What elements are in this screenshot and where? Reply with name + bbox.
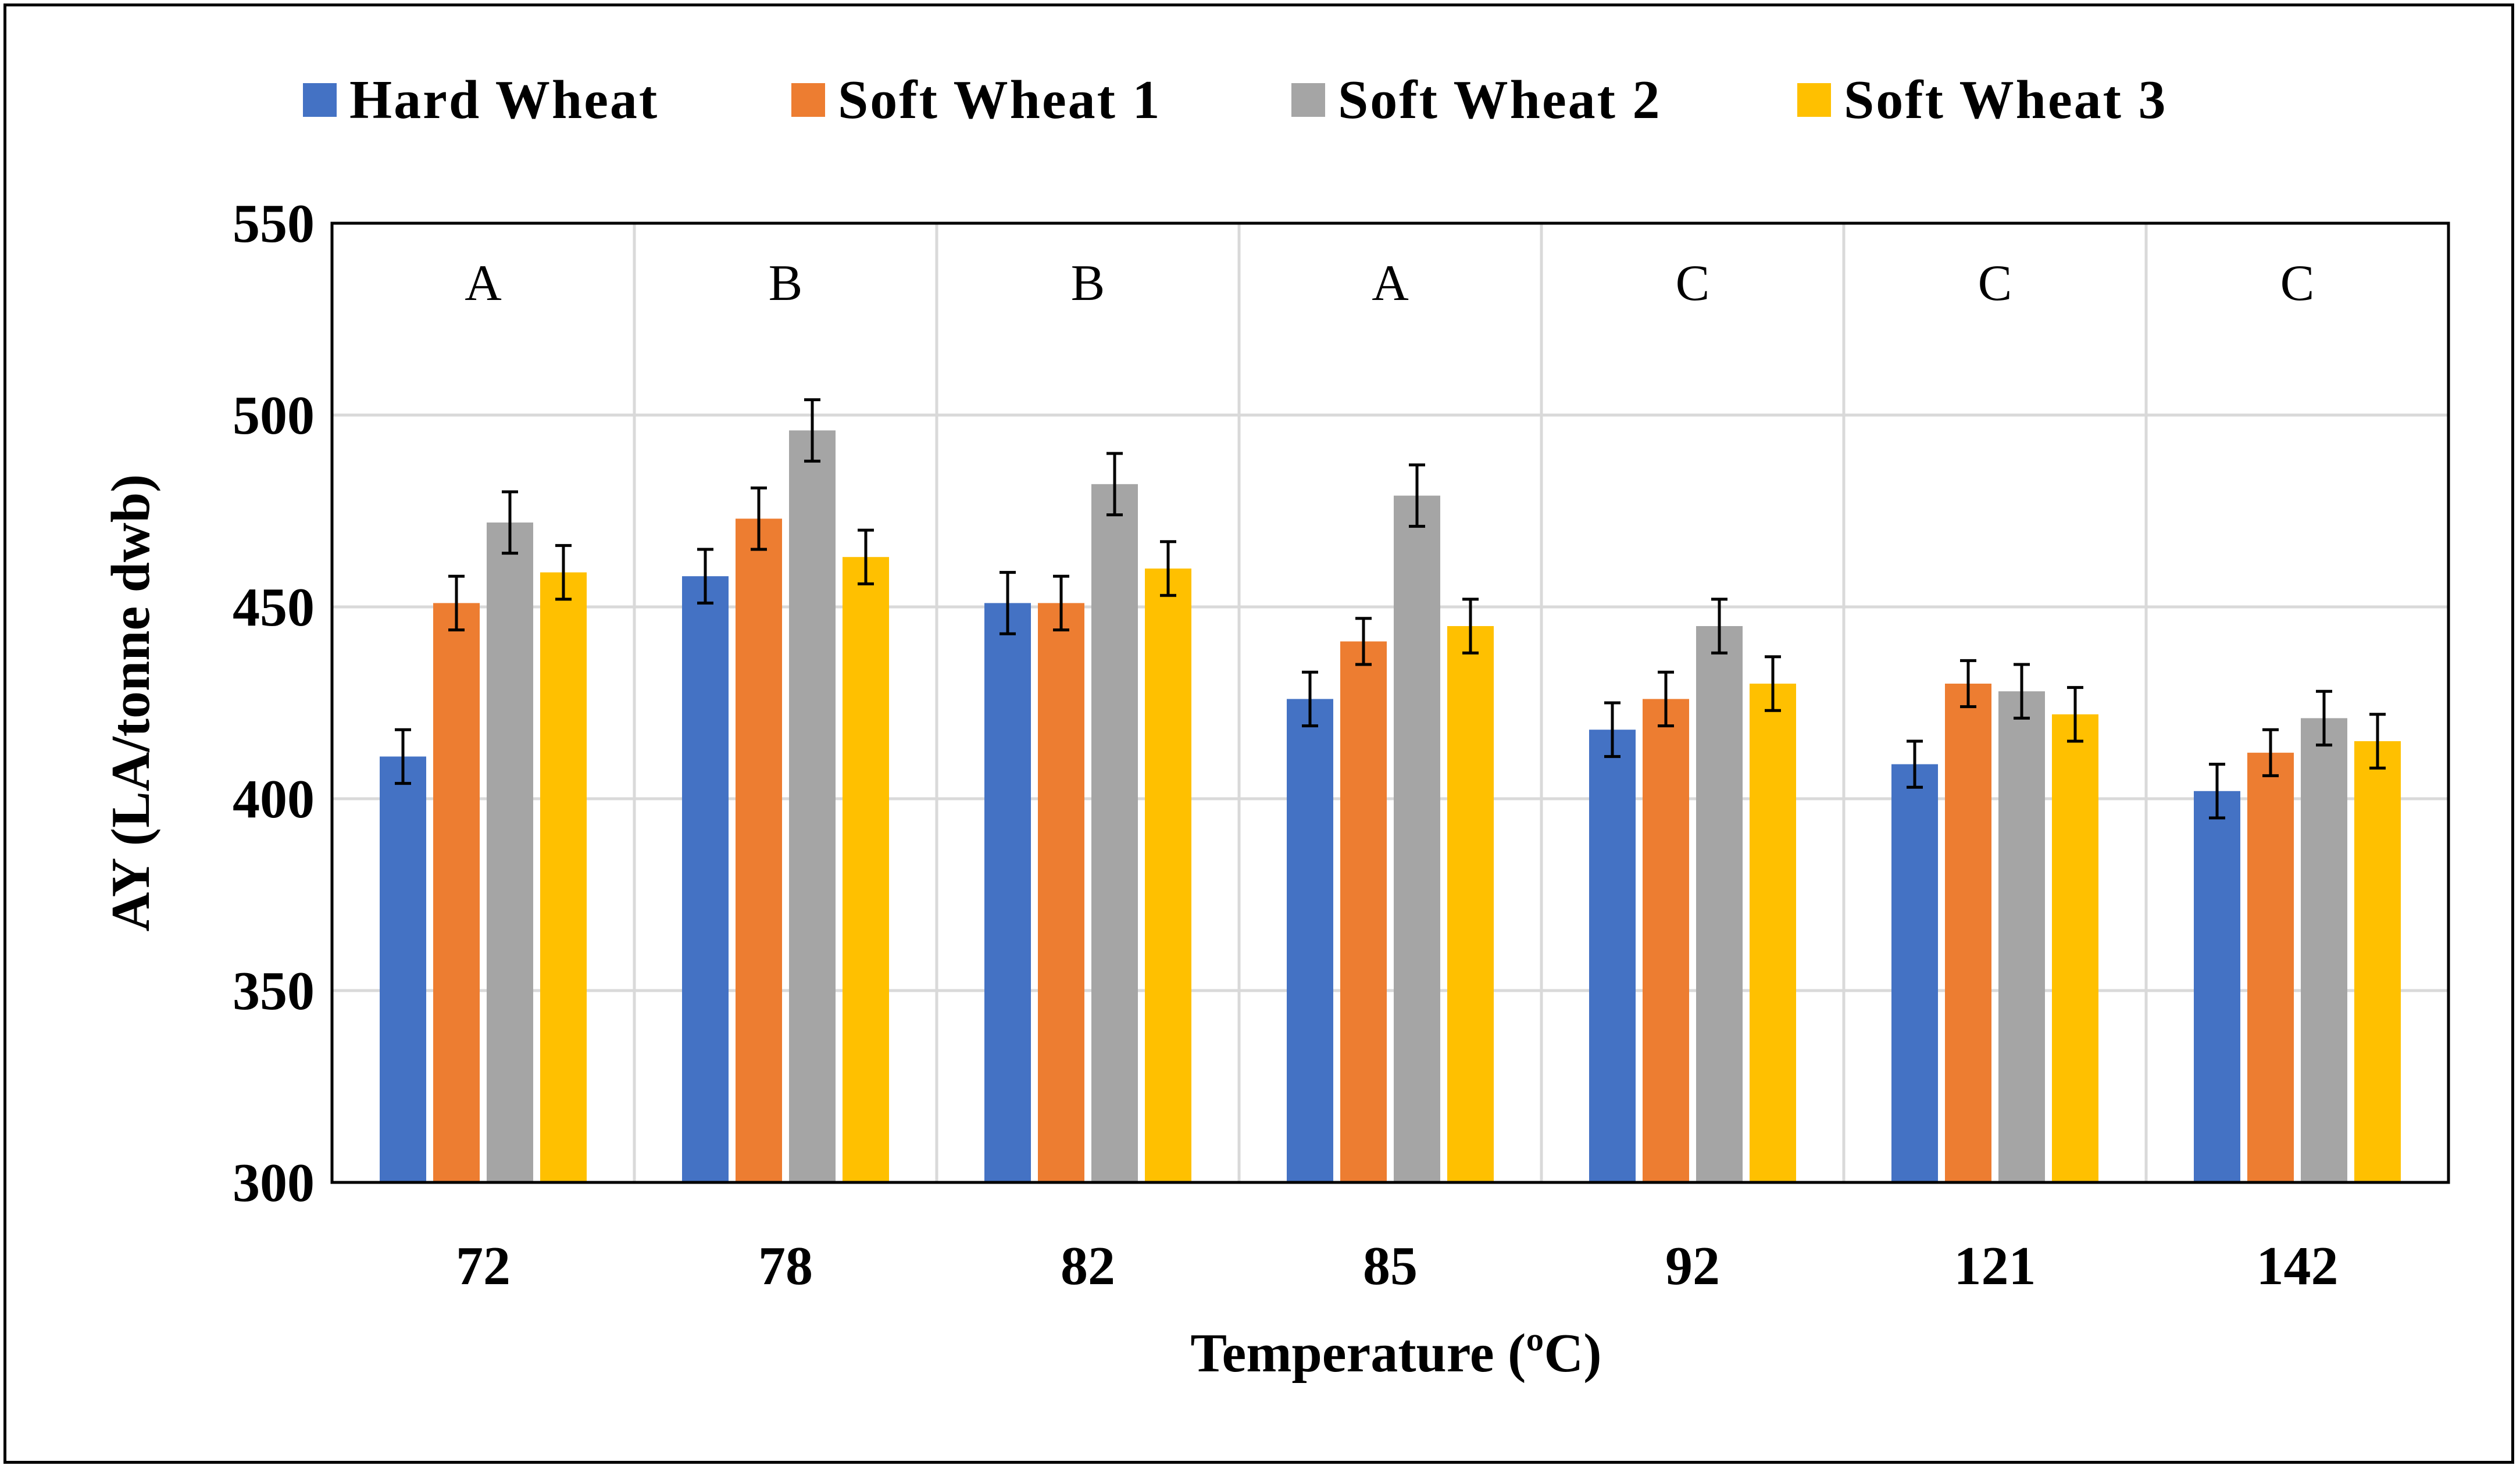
y-tick-label-300: 300: [233, 1153, 315, 1213]
group-letter-92: C: [1676, 255, 1710, 312]
y-tick-label-400: 400: [233, 769, 315, 830]
x-axis-ticks: 72 78 82 85 92 121 142: [456, 1236, 2339, 1296]
error-bar-hard-wheat-142: [2209, 763, 2225, 820]
error-bar-soft-wheat-3-92: [1765, 655, 1781, 712]
error-bar-soft-wheat-3-142: [2369, 713, 2386, 770]
y-tick-label-450: 450: [233, 577, 315, 638]
bar-hard-wheat-85: [1287, 699, 1333, 1182]
error-bar-hard-wheat-121: [1907, 739, 1923, 789]
error-bar-hard-wheat-82: [1000, 571, 1016, 635]
bar-soft-wheat-2-92: [1696, 626, 1743, 1182]
bar-soft-wheat-1-142: [2247, 752, 2294, 1182]
error-bars: [395, 398, 2386, 820]
bar-soft-wheat-2-72: [487, 522, 533, 1182]
group-letter-82: B: [1071, 255, 1105, 312]
error-bar-soft-wheat-3-85: [1462, 598, 1479, 655]
legend-swatch-soft-wheat-2: [1291, 83, 1325, 117]
legend-label-soft-wheat-3: Soft Wheat 3: [1844, 70, 2168, 130]
error-bar-soft-wheat-1-78: [751, 486, 767, 551]
x-tick-label-72: 72: [456, 1236, 511, 1296]
legend: Hard Wheat Soft Wheat 1 Soft Wheat 2 Soft W…: [303, 70, 2168, 130]
error-bar-soft-wheat-1-82: [1053, 574, 1069, 632]
legend-label-hard-wheat: Hard Wheat: [349, 70, 659, 130]
bar-hard-wheat-92: [1589, 730, 1636, 1182]
bar-soft-wheat-2-121: [1998, 691, 2045, 1182]
gridlines: [332, 223, 2448, 1182]
y-tick-label-550: 550: [233, 194, 315, 254]
bar-soft-wheat-1-85: [1340, 641, 1387, 1182]
legend-swatch-soft-wheat-3: [1797, 83, 1831, 117]
y-tick-label-350: 350: [233, 961, 315, 1021]
bar-soft-wheat-3-78: [843, 557, 889, 1183]
error-bar-soft-wheat-1-85: [1355, 617, 1372, 666]
bar-soft-wheat-3-82: [1145, 569, 1191, 1182]
x-tick-label-82: 82: [1061, 1236, 1115, 1296]
legend-label-soft-wheat-1: Soft Wheat 1: [838, 70, 1162, 130]
bar-soft-wheat-2-82: [1091, 484, 1138, 1182]
bar-hard-wheat-142: [2194, 791, 2240, 1182]
error-bar-soft-wheat-1-121: [1960, 659, 1976, 709]
bar-hard-wheat-78: [682, 576, 729, 1183]
error-bar-soft-wheat-2-92: [1711, 598, 1727, 655]
bar-soft-wheat-3-121: [2052, 714, 2098, 1182]
error-bar-soft-wheat-2-82: [1106, 452, 1123, 517]
bar-soft-wheat-1-78: [736, 519, 782, 1183]
bar-soft-wheat-2-85: [1394, 495, 1440, 1182]
bar-soft-wheat-1-92: [1643, 699, 1689, 1182]
error-bar-soft-wheat-3-121: [2067, 686, 2083, 743]
bar-soft-wheat-3-142: [2354, 741, 2401, 1182]
bar-soft-wheat-1-82: [1038, 603, 1084, 1182]
x-tick-label-78: 78: [758, 1236, 813, 1296]
bars: [380, 430, 2401, 1183]
group-letter-78: B: [769, 255, 803, 312]
error-bar-hard-wheat-85: [1302, 670, 1318, 728]
error-bar-hard-wheat-78: [697, 548, 713, 605]
x-tick-label-121: 121: [1954, 1236, 2036, 1296]
error-bar-soft-wheat-2-142: [2316, 689, 2332, 747]
plot-area-border: [330, 221, 2450, 1184]
error-bar-soft-wheat-1-142: [2262, 728, 2279, 777]
y-tick-label-500: 500: [233, 385, 315, 446]
legend-label-soft-wheat-2: Soft Wheat 2: [1338, 70, 1662, 130]
y-axis-ticks: 300 350 400 450 500 550: [233, 194, 315, 1213]
error-bar-soft-wheat-2-72: [502, 490, 518, 555]
bar-soft-wheat-1-121: [1945, 684, 1991, 1182]
chart-frame: Hard Wheat Soft Wheat 1 Soft Wheat 2 Soft W…: [3, 3, 2514, 1464]
legend-swatch-soft-wheat-1: [791, 83, 825, 117]
bar-soft-wheat-2-142: [2301, 718, 2347, 1182]
group-letter-142: C: [2280, 255, 2315, 312]
group-letter-72: A: [465, 255, 502, 312]
bar-hard-wheat-72: [380, 756, 426, 1182]
error-bar-soft-wheat-3-78: [858, 528, 874, 585]
x-axis-title: Temperature (ºC): [1190, 1323, 1601, 1384]
bar-hard-wheat-121: [1891, 764, 1938, 1182]
x-tick-label-92: 92: [1665, 1236, 1720, 1296]
x-tick-label-85: 85: [1363, 1236, 1418, 1296]
bar-hard-wheat-82: [984, 603, 1031, 1182]
bar-soft-wheat-2-78: [789, 430, 836, 1182]
bar-chart: Hard Wheat Soft Wheat 1 Soft Wheat 2 Soft W…: [101, 70, 2450, 1384]
bar-soft-wheat-3-92: [1750, 684, 1796, 1182]
error-bar-soft-wheat-1-92: [1658, 670, 1674, 728]
y-axis-title: AY (LA/tonne dwb): [101, 474, 161, 932]
error-bar-soft-wheat-2-85: [1409, 463, 1425, 528]
bar-soft-wheat-3-85: [1447, 626, 1494, 1182]
error-bar-hard-wheat-72: [395, 728, 411, 785]
bar-soft-wheat-1-72: [433, 603, 480, 1182]
error-bar-soft-wheat-2-78: [804, 398, 820, 463]
bar-soft-wheat-3-72: [540, 572, 587, 1182]
error-bar-soft-wheat-1-72: [448, 574, 465, 632]
group-letter-85: A: [1372, 255, 1409, 312]
error-bar-soft-wheat-2-121: [2014, 663, 2030, 720]
x-tick-label-142: 142: [2257, 1236, 2339, 1296]
error-bar-hard-wheat-92: [1604, 701, 1620, 758]
group-letter-121: C: [1978, 255, 2012, 312]
legend-swatch-hard-wheat: [303, 83, 337, 117]
error-bar-soft-wheat-3-82: [1160, 540, 1176, 597]
error-bar-soft-wheat-3-72: [555, 544, 572, 601]
